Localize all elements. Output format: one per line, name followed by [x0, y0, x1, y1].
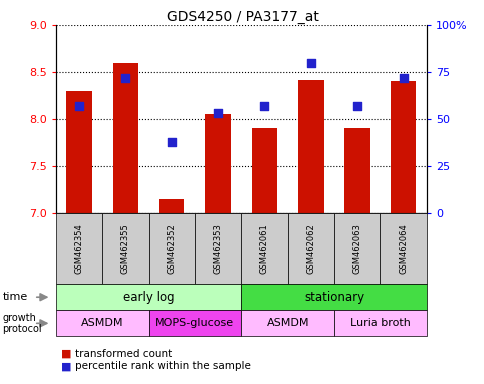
- Text: growth
protocol: growth protocol: [2, 313, 42, 334]
- Bar: [159, 199, 184, 213]
- Text: GSM462063: GSM462063: [352, 223, 361, 274]
- Bar: [251, 128, 277, 213]
- Text: ■: ■: [60, 349, 71, 359]
- Point: [353, 103, 361, 109]
- Text: ASMDM: ASMDM: [81, 318, 123, 328]
- Bar: [205, 114, 230, 213]
- Point: [121, 74, 129, 81]
- Text: MOPS-glucose: MOPS-glucose: [155, 318, 234, 328]
- Text: percentile rank within the sample: percentile rank within the sample: [75, 361, 251, 371]
- Text: GSM462061: GSM462061: [259, 223, 269, 274]
- Point: [75, 103, 83, 109]
- Text: GSM462352: GSM462352: [167, 223, 176, 274]
- Point: [260, 103, 268, 109]
- Point: [399, 74, 407, 81]
- Point: [306, 60, 314, 66]
- Bar: [344, 128, 369, 213]
- Text: ■: ■: [60, 361, 71, 371]
- Text: Luria broth: Luria broth: [349, 318, 410, 328]
- Bar: [112, 63, 138, 213]
- Text: early log: early log: [122, 291, 174, 304]
- Text: ASMDM: ASMDM: [266, 318, 308, 328]
- Text: stationary: stationary: [303, 291, 363, 304]
- Text: GSM462353: GSM462353: [213, 223, 222, 274]
- Text: GSM462064: GSM462064: [398, 223, 407, 274]
- Point: [167, 139, 175, 145]
- Text: GSM462062: GSM462062: [306, 223, 315, 274]
- Text: time: time: [2, 292, 28, 302]
- Bar: [390, 81, 415, 213]
- Text: GSM462355: GSM462355: [121, 223, 130, 274]
- Point: [214, 110, 222, 116]
- Bar: [298, 79, 323, 213]
- Text: transformed count: transformed count: [75, 349, 172, 359]
- Text: GSM462354: GSM462354: [75, 223, 83, 274]
- Text: GDS4250 / PA3177_at: GDS4250 / PA3177_at: [166, 10, 318, 23]
- Bar: [66, 91, 91, 213]
